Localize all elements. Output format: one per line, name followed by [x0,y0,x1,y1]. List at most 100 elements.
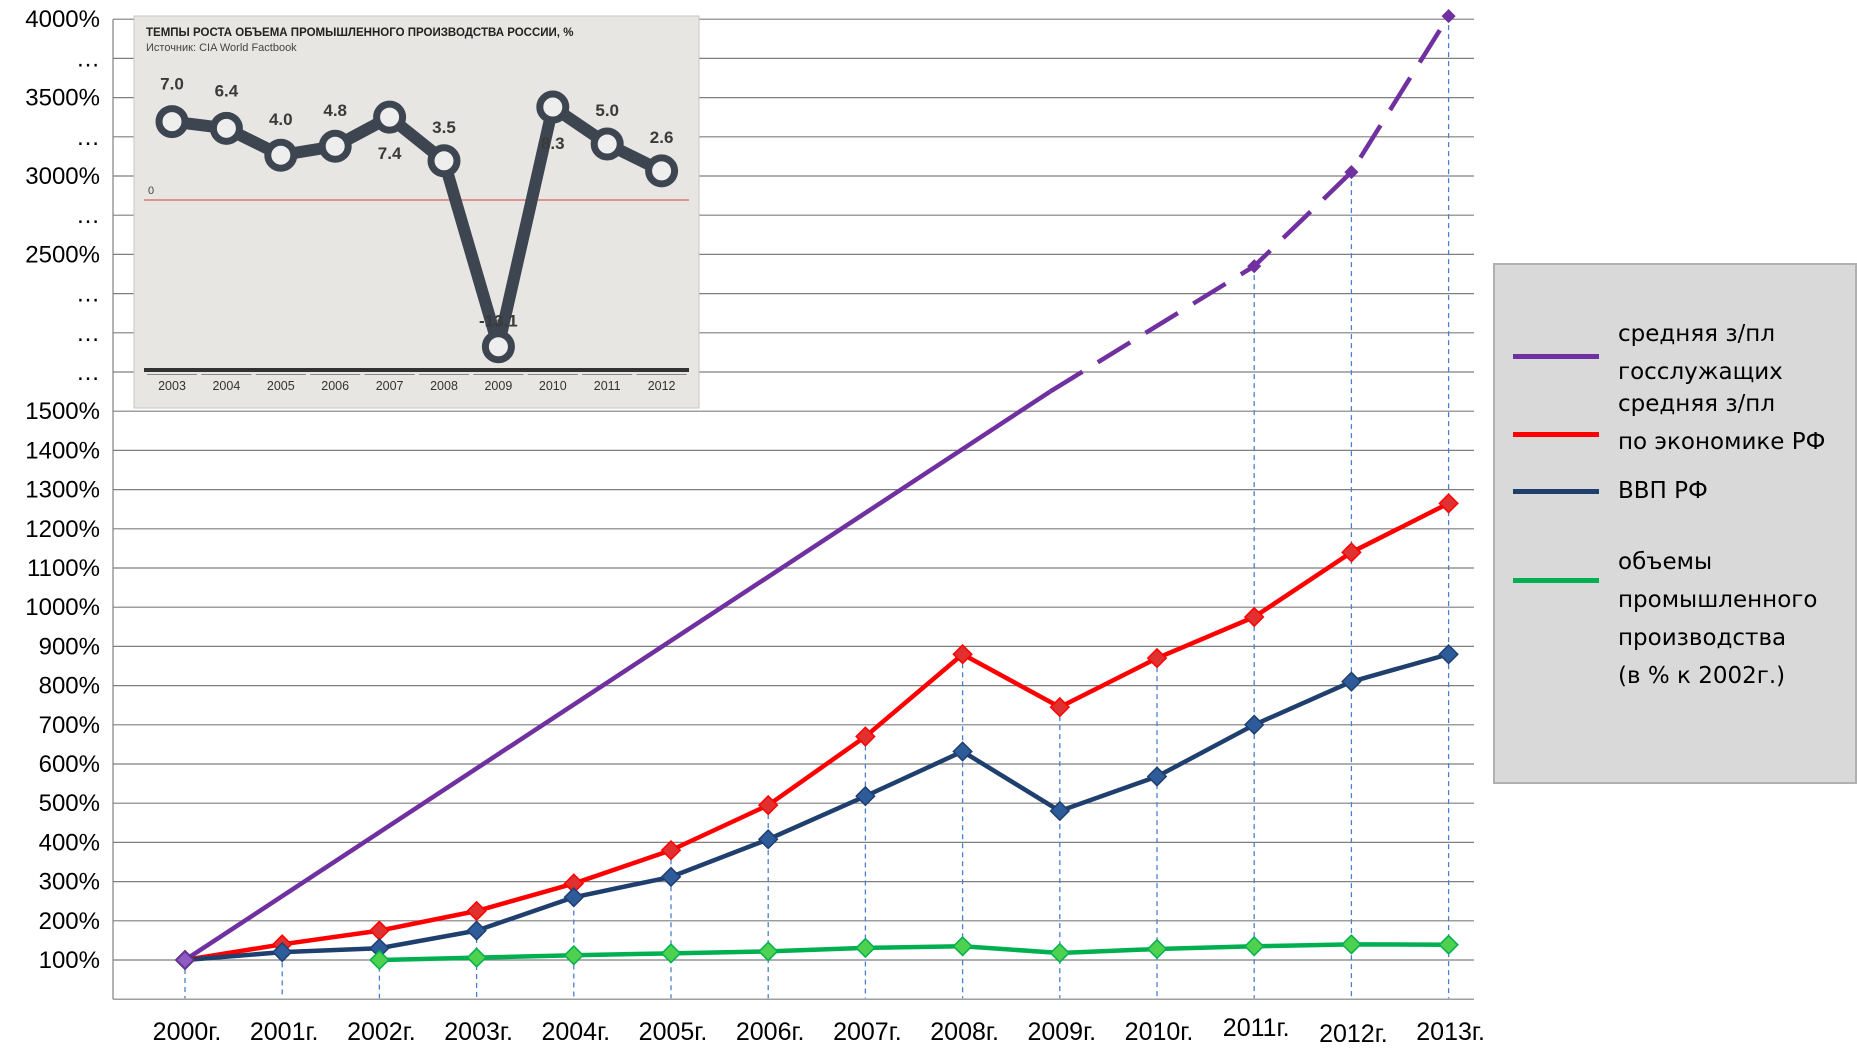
inset-source: Источник: CIA World Factbook [146,42,297,54]
series-line [184,501,1450,963]
inset-value-label: 3.5 [432,118,456,137]
data-point [1049,942,1071,964]
y-tick-label: 100% [39,947,100,974]
y-tick-label: … [76,281,100,308]
x-tick-label: 2004г. [541,1018,610,1046]
x-tick-label: 2000г. [153,1018,222,1046]
legend-label: средняя з/пл по экономике РФ [1618,391,1826,455]
y-tick-label: 300% [39,869,100,896]
inset-value-label: -13.1 [479,312,518,331]
data-point [757,829,779,850]
inset-year-sep [201,374,252,375]
inset-year-label: 2006 [321,379,349,393]
inset-year-sep [310,374,361,375]
x-tick-label: 2007г. [833,1018,902,1046]
data-point [563,873,585,894]
y-tick-label: 1200% [25,516,100,543]
inset-point [427,144,461,178]
x-tick-label: 2009г. [1027,1018,1096,1046]
data-point [1243,606,1265,628]
data-point [1247,259,1262,274]
inset-value-label: 7.0 [160,75,184,94]
legend-swatch [1513,489,1599,494]
data-point [1049,800,1071,822]
inset-value-label: 4.0 [269,110,293,129]
data-point [1146,647,1168,669]
data-point [1341,671,1362,692]
y-tick-label: 1100% [27,555,100,582]
data-point [563,945,585,966]
inset-year-sep [473,374,524,375]
series-line [183,389,1052,962]
y-tick-label: 3500% [25,85,100,112]
inset-value-label: 5.0 [595,101,619,120]
inset-year-sep [255,374,306,375]
y-tick-label: 800% [39,673,100,700]
inset-zero-label: 0 [148,185,154,197]
data-point [1049,696,1071,718]
series-lines [183,14,1451,963]
y-tick-label: 4000% [25,6,100,33]
data-point [660,839,682,861]
gridlines [112,18,1474,1000]
series-line-dashed [1048,14,1451,394]
inset-title: ТЕМПЫ РОСТА ОБЪЕМА ПРОМЫШЛЕННОГО ПРОИЗВО… [146,27,573,39]
data-point [1344,165,1359,180]
data-point [369,949,390,971]
y-tick-label: … [76,359,100,386]
data-point [1243,936,1265,957]
inset-axis-bar [144,368,689,372]
inset-year-sep [419,374,469,375]
x-axis-ticks: 2000г. 2001г. 2002г. 2003г. 2004г. 2005г. 2006… [153,1014,1485,1048]
inset-value-label: 2.6 [650,128,674,147]
data-point [1146,938,1168,960]
data-point [1438,643,1459,665]
data-markers [174,8,1459,971]
series-line [184,652,1450,963]
inset-year-label: 2009 [484,379,512,393]
inset-point [373,100,407,134]
data-point [1341,934,1362,955]
data-point [660,943,682,964]
inset-year-sep [527,374,578,375]
legend-swatch [1513,432,1599,437]
y-tick-label: 3000% [25,163,100,190]
legend-swatch [1513,578,1599,583]
y-tick-label: 1000% [25,594,100,621]
y-tick-label: 400% [39,829,100,856]
y-tick-label: … [76,45,100,72]
data-point [952,936,973,957]
y-tick-label: 900% [39,633,100,660]
legend-swatch [1513,354,1599,359]
y-tick-label: 700% [39,712,100,739]
inset-point [209,111,243,145]
y-tick-label: 1300% [25,477,100,504]
inset-year-label: 2007 [376,379,404,393]
y-tick-label: 1400% [25,437,100,464]
inset-background [133,15,700,409]
legend-label: объемы промышленного производства (в % к… [1618,549,1818,689]
data-point [660,866,682,888]
inset-point [264,138,298,172]
data-point [466,920,487,941]
inset-year-label: 2012 [648,379,676,393]
inset-year-sep [582,374,633,375]
x-tick-label: 2011г. [1223,1014,1290,1042]
data-point [369,920,390,941]
y-tick-label: 200% [39,908,100,935]
x-tick-label: 2013г. [1416,1018,1485,1046]
legend-label: ВВП РФ [1618,478,1708,504]
inset-point [536,90,570,124]
inset-value-label: 7.4 [378,144,402,163]
inset-value-label: 6.4 [215,81,239,100]
inset-year-label: 2005 [267,379,295,393]
legend-label: средняя з/пл госслужащих [1618,321,1783,385]
inset-year-label: 2011 [594,379,621,393]
data-point [757,794,779,816]
inset-year-sep [636,374,687,375]
y-tick-label: … [76,202,100,229]
data-point [1438,934,1459,955]
series-line [379,942,1449,963]
x-tick-label: 2008г. [930,1018,999,1046]
